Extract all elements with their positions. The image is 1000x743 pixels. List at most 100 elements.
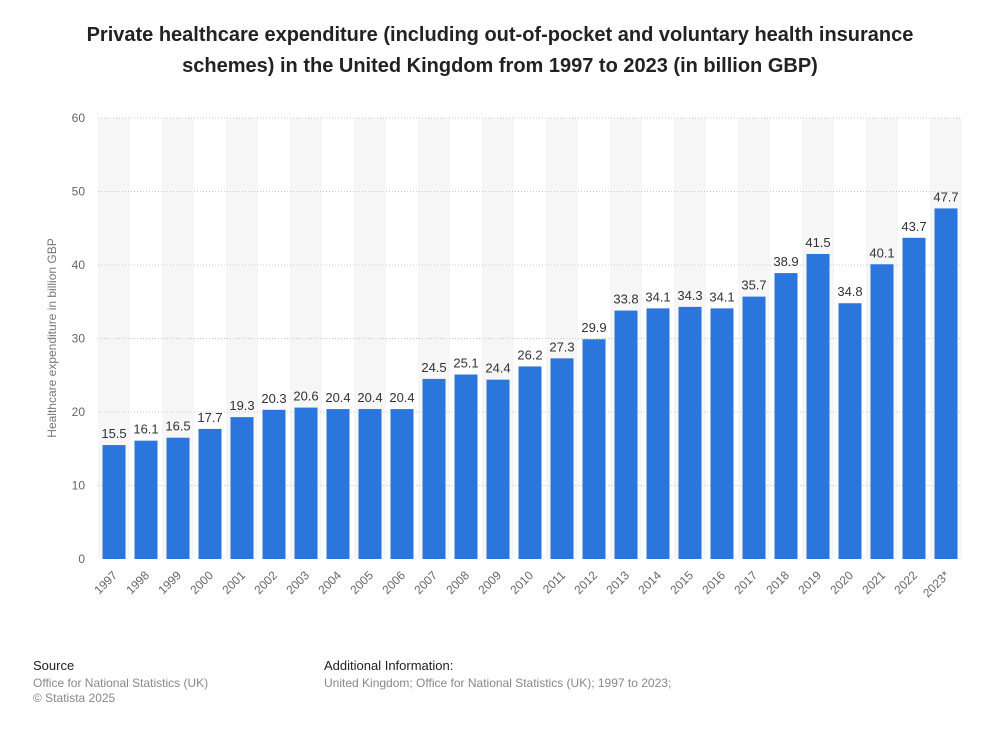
x-tick-label: 2014 (635, 568, 664, 597)
x-tick-label: 2002 (251, 568, 280, 597)
y-tick-label: 30 (72, 332, 86, 346)
x-tick-label: 2022 (891, 568, 920, 597)
x-tick-label: 2013 (603, 568, 632, 597)
bar-value-label: 20.6 (293, 389, 318, 404)
x-tick-label: 2011 (540, 568, 568, 596)
bar-value-label: 27.3 (549, 339, 574, 354)
bar-value-label: 24.5 (421, 360, 446, 375)
bar-value-label: 41.5 (805, 235, 830, 250)
bar-value-label: 20.4 (357, 390, 382, 405)
x-tick-label: 2004 (315, 568, 344, 597)
bar[interactable] (614, 310, 638, 559)
x-tick-label: 2023* (920, 568, 952, 600)
x-tick-label: 1997 (91, 568, 120, 597)
bar-value-label: 43.7 (901, 219, 926, 234)
bar[interactable] (454, 374, 478, 559)
bar-value-label: 33.8 (613, 292, 638, 307)
x-tick-label: 1999 (155, 568, 184, 597)
bar[interactable] (934, 208, 958, 559)
bar-value-label: 16.5 (165, 419, 190, 434)
bar-value-label: 34.3 (677, 288, 702, 303)
bar-value-label: 24.4 (485, 361, 510, 376)
bar[interactable] (102, 445, 126, 559)
bar[interactable] (710, 308, 734, 559)
y-tick-label: 50 (72, 185, 86, 199)
source-heading: Source (33, 658, 75, 673)
bar-value-label: 34.1 (645, 289, 670, 304)
bar-value-label: 25.1 (453, 356, 478, 371)
source-line-2: © Statista 2025 (33, 691, 116, 705)
x-tick-label: 2021 (859, 568, 888, 597)
bar-value-label: 29.9 (581, 320, 606, 335)
bar[interactable] (902, 237, 926, 559)
info-heading: Additional Information: (324, 658, 454, 673)
x-tick-label: 1998 (123, 568, 152, 597)
bar-value-label: 47.7 (933, 189, 958, 204)
x-tick-label: 2012 (571, 568, 600, 597)
bar[interactable] (646, 308, 670, 559)
y-tick-label: 20 (72, 405, 86, 419)
x-tick-label: 2007 (411, 568, 440, 597)
x-tick-label: 2006 (379, 568, 408, 597)
bar[interactable] (422, 378, 446, 559)
info-line: United Kingdom; Office for National Stat… (324, 676, 672, 690)
x-tick-label: 2016 (699, 568, 728, 597)
bar-value-label: 35.7 (741, 278, 766, 293)
bar[interactable] (390, 409, 414, 559)
bar[interactable] (262, 409, 286, 559)
bar[interactable] (486, 379, 510, 559)
bar-value-label: 38.9 (773, 254, 798, 269)
bar-value-label: 20.4 (389, 390, 414, 405)
bar[interactable] (294, 407, 318, 559)
y-tick-label: 40 (72, 258, 86, 272)
bar-value-label: 26.2 (517, 347, 542, 362)
bar-value-label: 15.5 (101, 426, 126, 441)
bar[interactable] (134, 440, 158, 559)
bar-value-label: 17.7 (197, 410, 222, 425)
bar[interactable] (518, 366, 542, 559)
y-tick-label: 0 (78, 552, 85, 566)
bar-labels: 15.5 16.1 16.5 17.7 19.3 20.3 20.6 20.4 20.4 20.4… (101, 189, 958, 441)
bar[interactable] (838, 303, 862, 559)
bar-value-label: 20.4 (325, 390, 350, 405)
x-tick-label: 2020 (827, 568, 856, 597)
x-tick-label: 2010 (507, 568, 536, 597)
x-tick-labels: 1997 1998 1999 2000 2001 2002 2003 2004 2005 2006… (91, 568, 952, 600)
x-tick-label: 2001 (219, 568, 248, 597)
y-tick-label: 10 (72, 479, 86, 493)
bar[interactable] (230, 417, 254, 559)
bar[interactable] (742, 296, 766, 559)
bar[interactable] (550, 358, 574, 559)
bar[interactable] (870, 264, 894, 559)
x-tick-label: 2017 (731, 568, 760, 597)
bar[interactable] (806, 253, 830, 559)
x-tick-label: 2003 (283, 568, 312, 597)
y-tick-labels: 0 10 20 30 40 50 60 (72, 111, 86, 566)
x-tick-label: 2005 (347, 568, 376, 597)
bar[interactable] (166, 437, 190, 559)
y-tick-label: 60 (72, 111, 86, 125)
x-tick-label: 2009 (475, 568, 504, 597)
bar[interactable] (582, 339, 606, 559)
bar-value-label: 34.8 (837, 284, 862, 299)
bar-value-label: 19.3 (229, 398, 254, 413)
source-line-1[interactable]: Office for National Statistics (UK) (33, 676, 209, 690)
x-tick-label: 2008 (443, 568, 472, 597)
bar-chart: 15.5 16.1 16.5 17.7 19.3 20.3 20.6 20.4 20.4 20.4… (45, 111, 962, 600)
x-tick-label: 2019 (795, 568, 824, 597)
bar-value-label: 16.1 (133, 422, 158, 437)
bar-value-label: 20.3 (261, 391, 286, 406)
bars (102, 208, 958, 559)
bar[interactable] (198, 428, 222, 559)
bar[interactable] (774, 273, 798, 559)
x-tick-label: 2018 (763, 568, 792, 597)
bar-value-label: 34.1 (709, 289, 734, 304)
x-tick-label: 2015 (667, 568, 696, 597)
y-axis-title: Healthcare expenditure in billion GBP (45, 238, 59, 437)
bar-value-label: 40.1 (869, 245, 894, 260)
bar[interactable] (678, 306, 702, 559)
bar[interactable] (326, 409, 350, 559)
x-tick-label: 2000 (187, 568, 216, 597)
bar[interactable] (358, 409, 382, 559)
chart-title: Private healthcare expenditure (includin… (86, 24, 914, 77)
